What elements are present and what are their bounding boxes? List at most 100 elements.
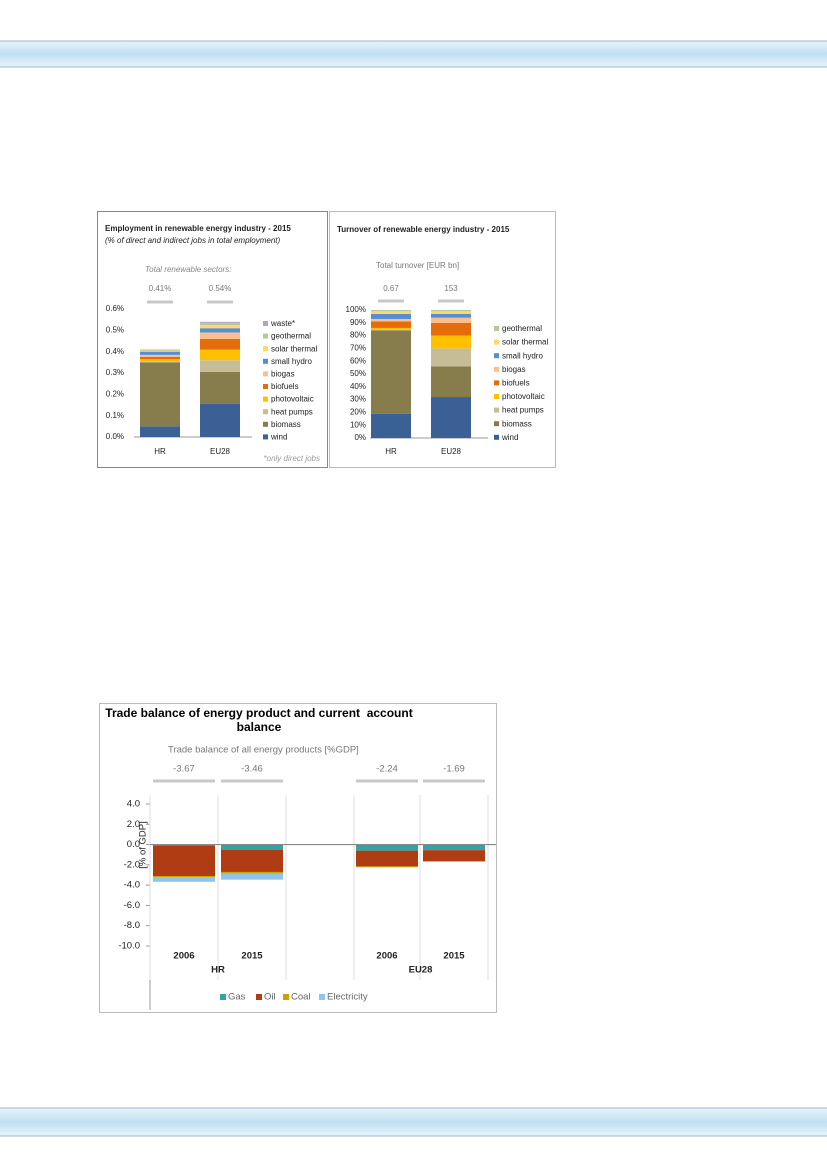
bar-segment: [371, 330, 411, 414]
legend-label: heat pumps: [502, 406, 544, 415]
bar-segment: [221, 849, 283, 872]
legend-label: waste*: [270, 319, 295, 328]
x-tick-label: 2006: [376, 951, 397, 962]
legend-label: biomass: [502, 419, 532, 428]
bar-segment: [140, 357, 180, 360]
y-tick-label: 10%: [350, 420, 366, 429]
chart-title: Employment in renewable energy industry …: [105, 224, 291, 233]
total-label: 153: [444, 284, 458, 293]
legend-label: small hydro: [271, 357, 312, 366]
bar-segment: [200, 403, 240, 437]
y-tick-label: 30%: [350, 395, 366, 404]
legend-label: biofuels: [502, 379, 530, 388]
bar-segment: [371, 413, 411, 438]
bar-segment: [431, 335, 471, 349]
legend-swatch: [263, 333, 268, 339]
annotation: Total turnover [EUR bn]: [376, 261, 459, 270]
legend-swatch: [263, 421, 268, 427]
bar-segment: [140, 350, 180, 352]
bar-segment: [200, 321, 240, 323]
y-tick-label: 0.4%: [106, 347, 124, 356]
legend-swatch: [256, 994, 262, 1000]
chart-title: Turnover of renewable energy industry - …: [337, 225, 510, 234]
note: *only direct jobs: [264, 454, 320, 463]
bar-segment: [431, 366, 471, 398]
chart-title-box: Trade balance of energy product and curr…: [105, 706, 412, 734]
y-tick-label: 100%: [346, 305, 366, 314]
x-tick-label: 2015: [443, 951, 465, 962]
bar-segment: [356, 844, 418, 851]
y-tick-label: 0%: [354, 433, 366, 442]
bar-segment: [431, 310, 471, 312]
bar-segment: [153, 845, 215, 877]
bar-segment: [153, 876, 215, 878]
annotation: Trade balance of all energy products [%G…: [168, 745, 359, 756]
bar-segment: [371, 321, 411, 328]
footer-band: [0, 1108, 827, 1136]
bar-segment: [153, 877, 215, 882]
y-tick-label: -2.0: [124, 859, 140, 870]
header-band: [0, 41, 827, 67]
bar-segment: [356, 850, 418, 867]
y-axis-label: [% of GDP]: [138, 821, 149, 869]
bar-segment: [200, 349, 240, 361]
legend-label: wind: [270, 433, 287, 442]
total-label: 0.41%: [149, 284, 172, 293]
x-tick-label: 2015: [241, 951, 263, 962]
bar-segment: [153, 844, 215, 846]
bar-segment: [140, 349, 180, 351]
legend-swatch: [263, 396, 268, 402]
legend-swatch: [494, 407, 499, 413]
bar-segment: [371, 318, 411, 322]
legend-swatch: [494, 434, 499, 440]
bar-segment: [431, 322, 471, 336]
y-tick-label: 0.5%: [106, 325, 124, 334]
x-tick-label: EU28: [210, 447, 231, 456]
y-tick-label: 0.1%: [106, 411, 124, 420]
y-tick-label: -8.0: [124, 920, 140, 931]
bar-segment: [221, 844, 283, 850]
legend-label: Coal: [291, 992, 311, 1003]
y-tick-label: 70%: [350, 344, 366, 353]
legend-swatch: [494, 394, 499, 399]
bar-segment: [140, 426, 180, 437]
x-tick-label: 2006: [173, 951, 194, 962]
bar-segment: [200, 325, 240, 329]
legend-swatch: [494, 339, 499, 345]
legend-swatch: [263, 321, 268, 326]
legend-label: small hydro: [502, 351, 543, 360]
legend-swatch: [494, 366, 499, 372]
legend-swatch: [283, 994, 289, 1000]
legend-label: geothermal: [502, 324, 542, 333]
legend-swatch: [494, 380, 499, 386]
y-tick-label: -4.0: [124, 880, 140, 891]
bar-segment: [423, 844, 485, 851]
group-label: HR: [211, 965, 225, 976]
legend-swatch: [494, 353, 499, 359]
legend-label: biofuels: [271, 382, 299, 391]
legend-label: Gas: [228, 992, 246, 1003]
legend-label: photovoltaic: [502, 392, 545, 401]
bar-segment: [431, 317, 471, 323]
y-tick-label: 60%: [350, 356, 366, 365]
total-label: -1.69: [443, 764, 465, 775]
y-tick-label: 0.6%: [106, 304, 124, 313]
bar-segment: [221, 871, 283, 874]
bar-segment: [140, 361, 180, 363]
bar-segment: [140, 351, 180, 355]
legend-label: photovoltaic: [271, 395, 314, 404]
bar-segment: [200, 360, 240, 372]
legend-label: Oil: [264, 992, 276, 1003]
legend-swatch: [263, 409, 268, 415]
bar-segment: [371, 327, 411, 330]
legend-swatch: [494, 421, 499, 427]
y-tick-label: 80%: [350, 331, 366, 340]
y-tick-label: 20%: [350, 408, 366, 417]
total-label: -3.46: [241, 764, 263, 775]
y-tick-label: -10.0: [118, 941, 140, 952]
legend-label: biogas: [502, 365, 526, 374]
y-tick-label: 50%: [350, 369, 366, 378]
bar-segment: [221, 873, 283, 880]
